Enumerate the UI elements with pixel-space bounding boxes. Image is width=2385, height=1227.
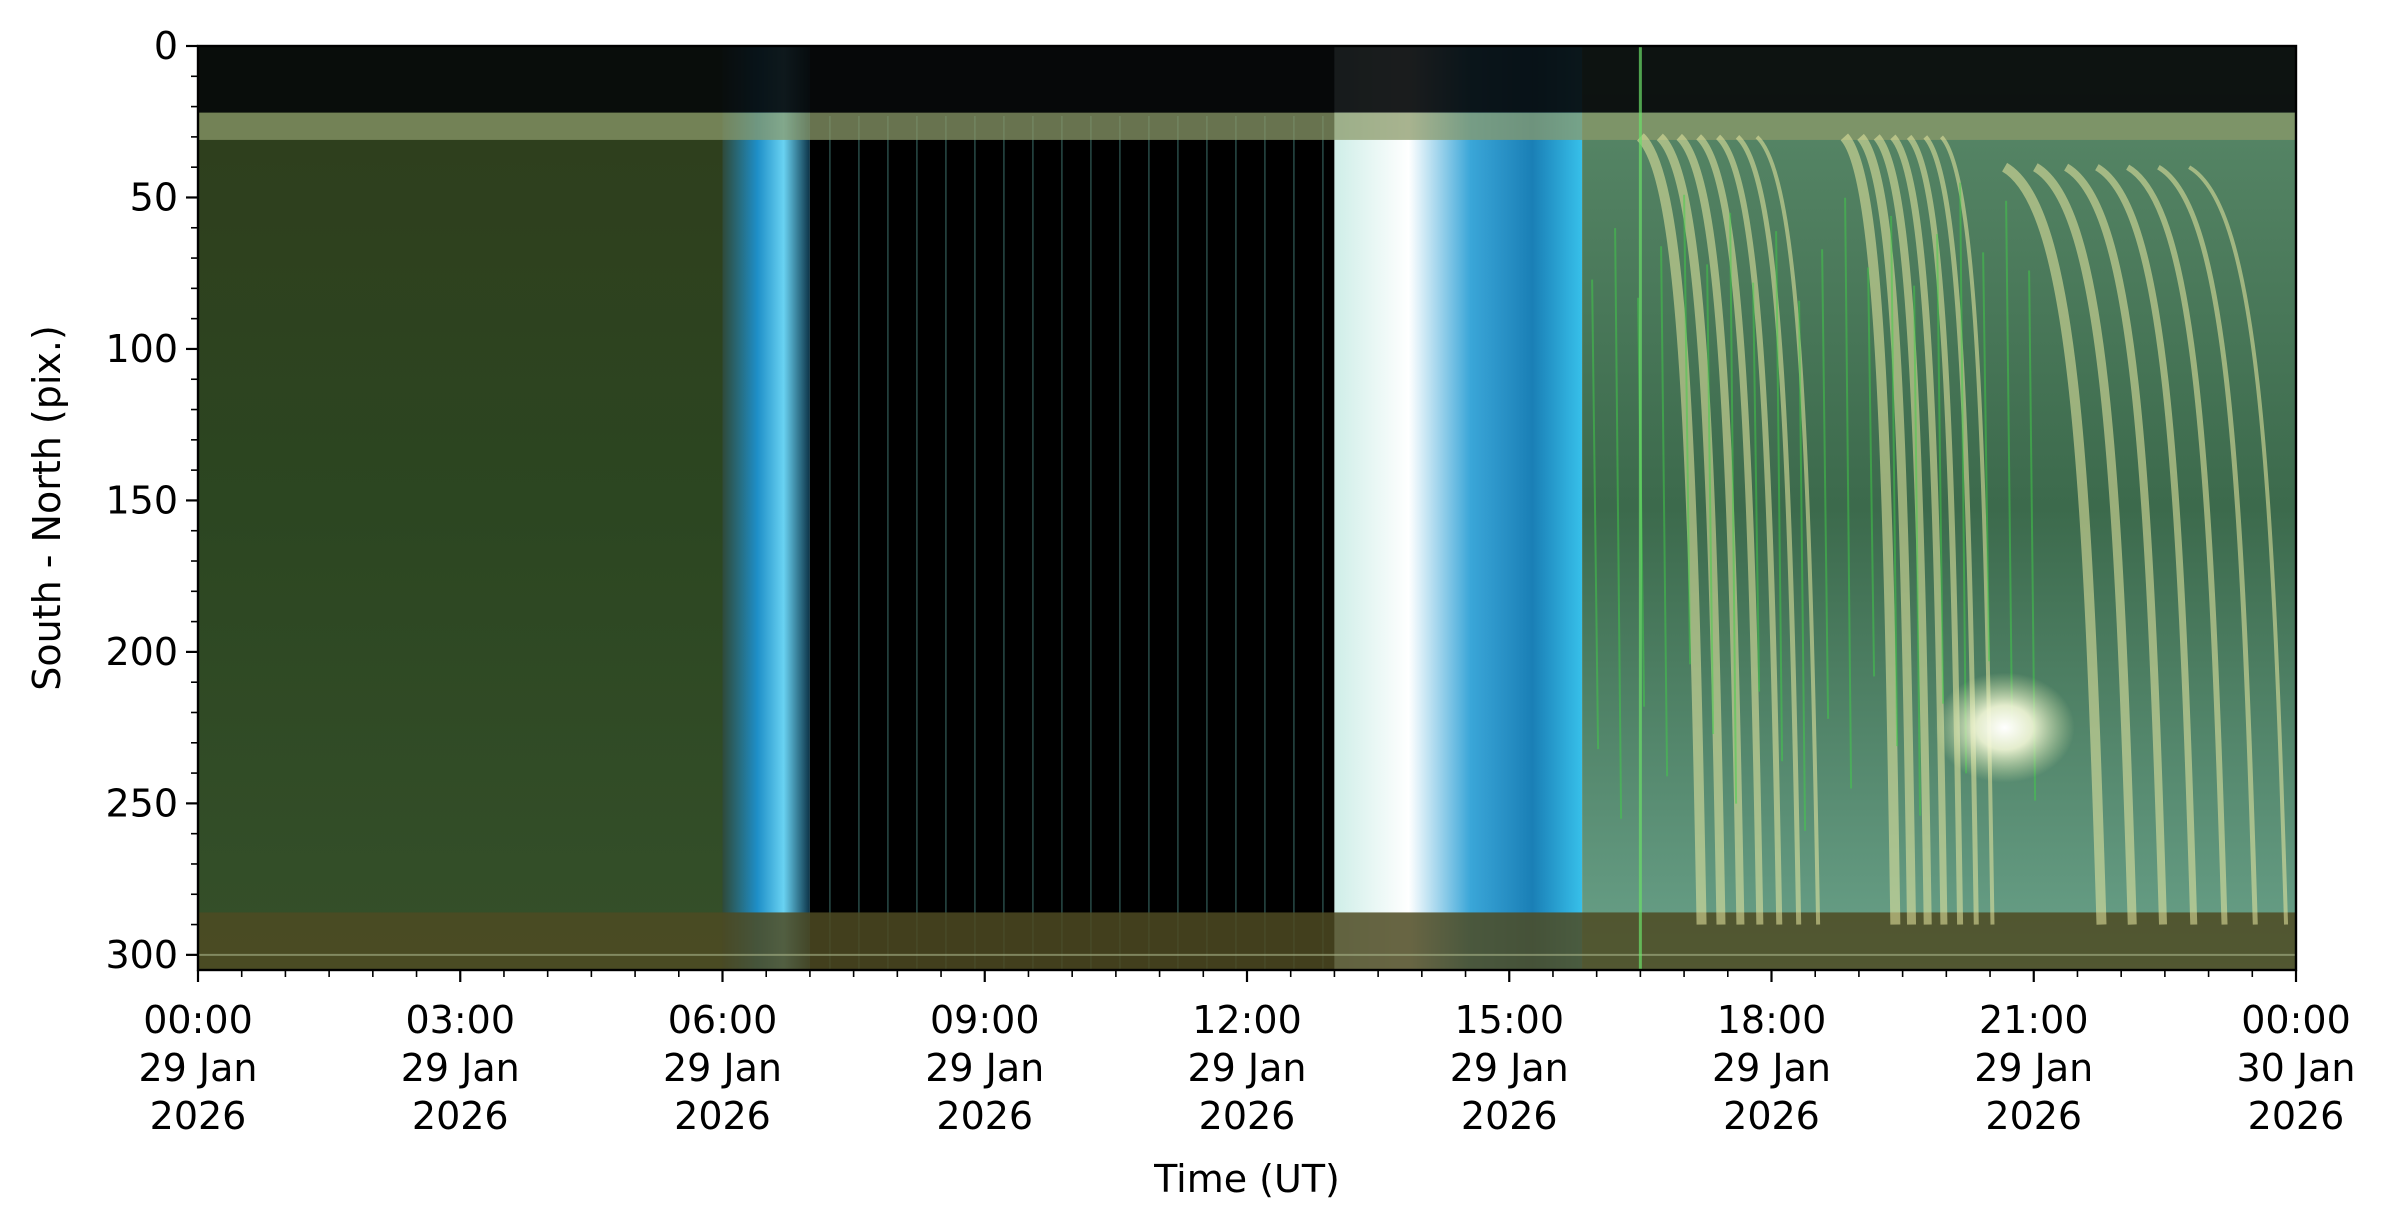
top-band xyxy=(198,46,2296,113)
aurora-streak xyxy=(2001,162,2107,925)
aurora-streak xyxy=(2157,165,2258,925)
y-tick-label: 150 xyxy=(105,478,178,522)
aurora-streak xyxy=(1676,133,1745,925)
x-tick-label: 29 Jan xyxy=(138,1046,257,1090)
aurora-streak xyxy=(1656,133,1726,925)
green-filament xyxy=(1982,252,1991,662)
aurora-streak xyxy=(2188,165,2289,925)
green-filament xyxy=(1614,228,1623,819)
aurora-streak xyxy=(2064,163,2168,925)
green-filament xyxy=(1798,300,1807,831)
y-tick-label: 250 xyxy=(105,781,178,825)
x-tick-label: 29 Jan xyxy=(1187,1046,1306,1090)
x-tick-label: 2026 xyxy=(2248,1094,2345,1138)
x-tick-label: 2026 xyxy=(412,1094,509,1138)
x-tick-label: 21:00 xyxy=(1979,998,2089,1042)
green-filament xyxy=(1591,279,1600,750)
segment-night-green xyxy=(198,46,723,970)
x-tick-label: 12:00 xyxy=(1192,998,1302,1042)
x-tick-label: 06:00 xyxy=(668,998,778,1042)
green-filament xyxy=(1844,197,1853,789)
y-axis-title: South - North (pix.) xyxy=(25,325,69,691)
aurora-streak xyxy=(2032,163,2137,925)
green-filament xyxy=(1683,194,1692,665)
x-tick-label: 2026 xyxy=(1985,1094,2082,1138)
segment-daylight-blank xyxy=(809,46,1335,970)
green-filament xyxy=(1867,267,1876,677)
green-filament xyxy=(1959,182,1968,774)
aurora-streak xyxy=(1857,133,1917,925)
horizon-band-top xyxy=(198,112,2296,140)
x-tick-label: 00:00 xyxy=(2241,998,2351,1042)
x-tick-label: 03:00 xyxy=(405,998,515,1042)
green-filament xyxy=(1821,249,1830,719)
bright-spot xyxy=(1934,672,2075,783)
green-filament xyxy=(1752,282,1761,692)
x-tick-label: 2026 xyxy=(674,1094,771,1138)
aurora-streak xyxy=(1715,134,1783,925)
green-filament xyxy=(1936,234,1945,704)
heatmap-image xyxy=(198,46,2296,970)
green-filament xyxy=(2005,200,2014,731)
x-tick-label: 2026 xyxy=(936,1094,1033,1138)
x-tick-label: 09:00 xyxy=(930,998,1040,1042)
aurora-streak xyxy=(1873,134,1932,925)
green-filament xyxy=(1890,215,1899,747)
segment-twilight-blue xyxy=(1334,46,1583,970)
y-tick-label: 300 xyxy=(105,933,178,977)
horizon-band-bottom xyxy=(198,912,2296,970)
y-tick-label: 200 xyxy=(105,630,178,674)
y-tick-label: 100 xyxy=(105,327,178,371)
green-filament xyxy=(1706,264,1715,735)
aurora-streak xyxy=(1636,133,1707,925)
segment-twilight-blue xyxy=(722,46,810,970)
aurora-streak xyxy=(1840,133,1901,925)
x-tick-label: 2026 xyxy=(1199,1094,1296,1138)
x-tick-label: 18:00 xyxy=(1717,998,1827,1042)
x-tick-label: 2026 xyxy=(1461,1094,1558,1138)
y-tick-label: 0 xyxy=(154,24,178,68)
x-tick-label: 30 Jan xyxy=(2236,1046,2355,1090)
green-filament xyxy=(1729,212,1738,804)
green-filament xyxy=(1775,231,1784,762)
x-tick-label: 29 Jan xyxy=(1974,1046,2093,1090)
x-axis-title: Time (UT) xyxy=(1153,1157,1340,1201)
aurora-streak xyxy=(1735,135,1802,925)
aurora-streak xyxy=(2126,164,2228,925)
x-tick-label: 29 Jan xyxy=(925,1046,1044,1090)
x-tick-label: 29 Jan xyxy=(401,1046,520,1090)
x-tick-label: 2026 xyxy=(150,1094,247,1138)
aurora-streak xyxy=(1696,134,1764,925)
aurora-streak xyxy=(2095,164,2198,925)
x-tick-label: 2026 xyxy=(1723,1094,1820,1138)
x-tick-label: 00:00 xyxy=(143,998,253,1042)
y-tick-label: 50 xyxy=(130,175,178,219)
x-tick-label: 29 Jan xyxy=(1450,1046,1569,1090)
x-tick-label: 29 Jan xyxy=(663,1046,782,1090)
x-tick-label: 15:00 xyxy=(1454,998,1564,1042)
green-filament xyxy=(1660,246,1669,777)
green-filament xyxy=(1913,285,1922,816)
x-tick-label: 29 Jan xyxy=(1712,1046,1831,1090)
y-axis: 0 50 100 150 200 250 300 xyxy=(105,24,198,977)
